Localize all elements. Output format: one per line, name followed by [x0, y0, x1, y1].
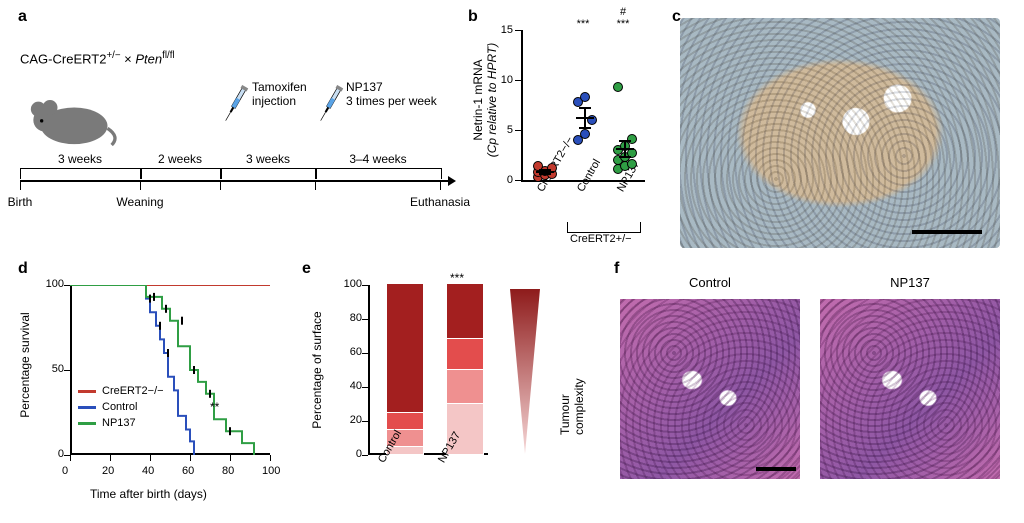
- sig-control: ***: [577, 18, 590, 30]
- timeline-tick: [220, 180, 221, 190]
- span-34w: 3–4 weeks: [349, 152, 406, 166]
- scalebar: [756, 467, 796, 471]
- complexity-gradient: [510, 289, 540, 454]
- tick-weaning: Weaning: [116, 195, 163, 209]
- mouse-icon: [20, 90, 120, 150]
- panel-e-ylabel: Percentage of surface: [310, 311, 324, 428]
- timeline-tick: [440, 180, 441, 190]
- panel-e-sig: ***: [450, 271, 464, 285]
- sig-np137: ***: [617, 18, 630, 30]
- legend-np137: NP137: [78, 417, 136, 429]
- timeline-tick: [315, 180, 316, 190]
- tick-euthanasia: Euthanasia: [410, 195, 470, 209]
- span-bracket: [220, 168, 317, 179]
- genotype-label: CAG-CreERT2+/− × Ptenfl/fl: [20, 50, 175, 66]
- f-title-np137: NP137: [820, 275, 1000, 290]
- panel-a-label: a: [18, 8, 27, 26]
- he-image-control: [620, 299, 800, 479]
- timeline-tick: [140, 180, 141, 190]
- panel-d-sig: **: [210, 400, 219, 414]
- y-axis: [368, 285, 370, 455]
- xlab-control: Control: [575, 157, 603, 194]
- panel-b-ylabel2: (Cp relative to HPRT): [485, 43, 499, 157]
- y-axis: [521, 30, 523, 180]
- panel-c: [680, 18, 1000, 248]
- panel-a: CAG-CreERT2+/− × Ptenfl/fl: [20, 30, 460, 230]
- panel-d: Percentage survival Time after birth (da…: [20, 275, 280, 505]
- panel-d-ylabel: Percentage survival: [18, 312, 32, 417]
- he-image-np137: [820, 299, 1000, 479]
- injection2-label: NP137 3 times per week: [346, 80, 437, 109]
- sig-np137-hash: #: [620, 6, 626, 18]
- scalebar: [912, 230, 982, 234]
- f-title-control: Control: [620, 275, 800, 290]
- panel-f: Control NP137: [620, 275, 1010, 505]
- span-bracket: [315, 168, 442, 179]
- tick-birth: Birth: [8, 195, 33, 209]
- panel-d-xlabel: Time after birth (days): [90, 487, 207, 501]
- span-bracket: [140, 168, 222, 179]
- span-bracket: [20, 168, 142, 179]
- group-bracket: [567, 222, 641, 233]
- panel-f-label: f: [614, 260, 619, 278]
- span-3w2: 3 weeks: [246, 152, 290, 166]
- span-3w: 3 weeks: [58, 152, 102, 166]
- timeline-tick: [20, 180, 21, 190]
- injection1-label: Tamoxifen injection: [252, 80, 307, 109]
- span-2w: 2 weeks: [158, 152, 202, 166]
- group-bracket-label: CreERT2+/−: [570, 233, 632, 245]
- panel-b-ylabel: Netrin-1 mRNA: [471, 59, 485, 140]
- legend-control: Control: [78, 401, 137, 413]
- panel-e: Percentage of surface 020406080100 Tumou…: [310, 275, 600, 505]
- complexity-label: Tumour complexity: [558, 378, 586, 435]
- panel-b: Netrin-1 mRNA (Cp relative to HPRT) CreE…: [475, 20, 655, 240]
- timeline-axis: [20, 180, 450, 182]
- histology-image: [680, 18, 1000, 248]
- legend-cre: CreERT2−/−: [78, 385, 164, 397]
